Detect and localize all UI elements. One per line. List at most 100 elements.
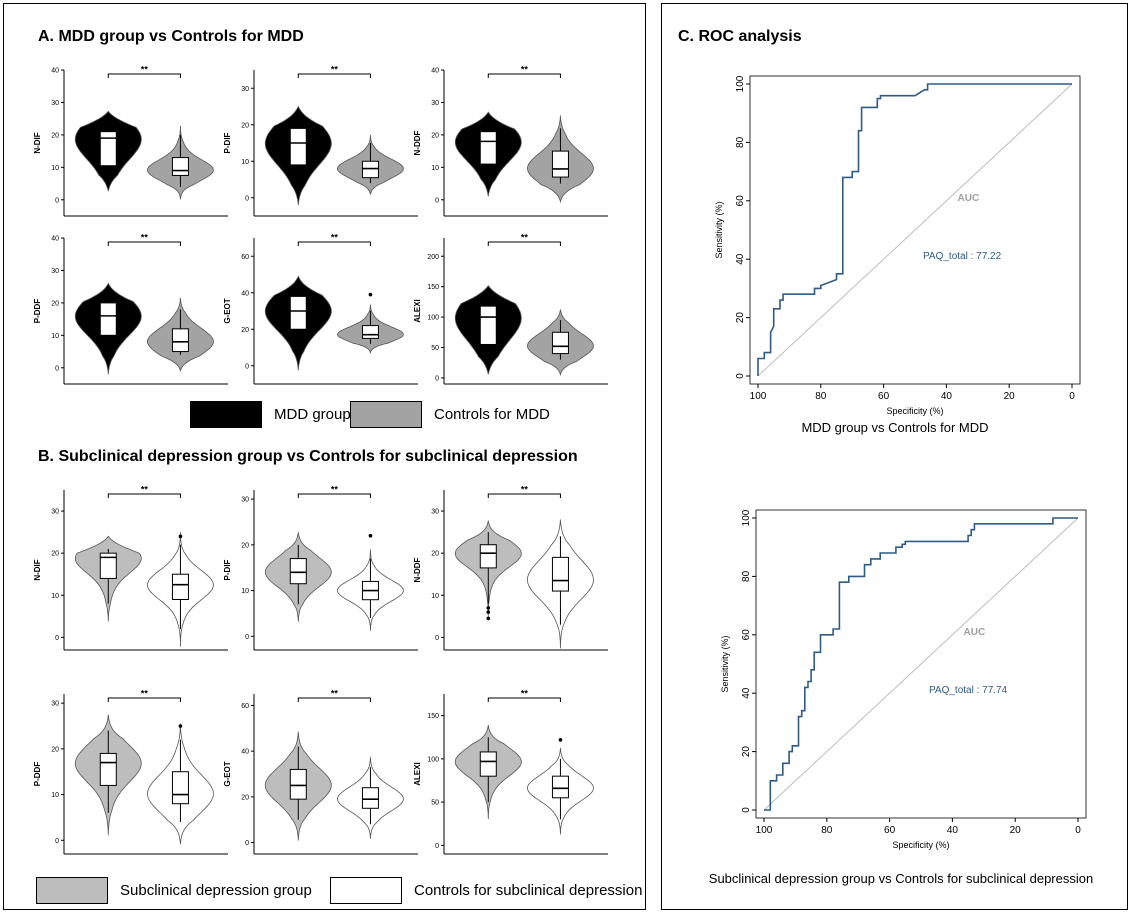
y-axis-label: P-DIF xyxy=(223,559,232,580)
y-axis-label: G-EOT xyxy=(223,761,232,786)
y-tick-label: 40 xyxy=(241,749,249,756)
y-tick-label: 150 xyxy=(427,284,439,291)
roc-caption-mdd: MDD group vs Controls for MDD xyxy=(801,420,989,435)
legend-item-mdd: MDD group xyxy=(190,401,351,428)
significance-label: ** xyxy=(141,690,149,699)
y-tick-label: 0 xyxy=(55,365,59,372)
y-axis-label: N-DIF xyxy=(33,132,42,153)
significance-bracket xyxy=(297,697,371,702)
x-tick-label: 20 xyxy=(1004,391,1016,402)
y-tick-label: 20 xyxy=(431,551,439,558)
violin-plot-a-pdif: 0 10 20 30 P-DIF ** xyxy=(223,66,418,217)
legend-item-controls-mdd: Controls for MDD xyxy=(350,401,550,428)
panel-a-title: A. MDD group vs Controls for MDD xyxy=(38,28,304,45)
y-tick-label: 60 xyxy=(735,195,746,207)
violin-plot-a-ndif: 0 10 20 30 40 N-DIF ** xyxy=(33,66,228,217)
box-iqr xyxy=(171,771,189,805)
significance-label: ** xyxy=(331,486,339,495)
x-tick-label: 60 xyxy=(878,391,890,402)
plot-frame xyxy=(749,75,1081,385)
y-axis-label: G-EOT xyxy=(223,298,232,323)
auc-value: PAQ_total : 77.22 xyxy=(923,251,1002,262)
y-tick-label: 20 xyxy=(241,122,249,129)
box-iqr xyxy=(99,552,117,579)
violin-plot-b-alexi: 0 50 100 150 ALEXI ** xyxy=(413,690,608,855)
x-tick-label: 20 xyxy=(1010,825,1022,836)
y-tick-label: 20 xyxy=(51,132,59,139)
outlier-point xyxy=(558,738,563,742)
significance-bracket xyxy=(487,241,561,246)
significance-label: ** xyxy=(331,66,339,75)
x-axis-label: Specificity (%) xyxy=(892,840,949,850)
roc-curve xyxy=(757,83,1072,376)
violin-plot-a-alexi: 0 50 100 150 200 ALEXI ** xyxy=(413,234,608,385)
significance-bracket xyxy=(487,493,561,498)
significance-bracket xyxy=(297,241,371,246)
y-tick-label: 0 xyxy=(245,195,249,202)
y-axis-label: ALEXI xyxy=(413,762,422,786)
y-tick-label: 40 xyxy=(741,687,752,699)
significance-bracket xyxy=(487,73,561,78)
x-tick-label: 60 xyxy=(884,825,896,836)
y-tick-label: 10 xyxy=(241,588,249,595)
x-tick-label: 100 xyxy=(750,391,767,402)
outlier-point xyxy=(368,533,373,538)
box-iqr xyxy=(361,325,379,339)
legend-label-controls-subclinical: Controls for subclinical depression xyxy=(414,882,643,899)
y-tick-label: 10 xyxy=(431,165,439,172)
box-iqr xyxy=(479,751,497,777)
y-tick-label: 100 xyxy=(427,315,439,322)
violin-plot-a-nddf: 0 10 20 30 40 N-DDF ** xyxy=(413,66,608,217)
significance-bracket xyxy=(107,493,181,498)
violin-plot-a-pddf: 0 10 20 30 40 P-DDF ** xyxy=(33,234,228,385)
violin-plot-b-pddf: 0 10 20 30 P-DDF ** xyxy=(33,690,228,855)
y-tick-label: 0 xyxy=(245,363,249,370)
significance-label: ** xyxy=(141,234,149,243)
y-tick-label: 200 xyxy=(427,254,439,261)
y-tick-label: 30 xyxy=(241,497,249,504)
violin-plot-b-ndif: 0 10 20 30 N-DIF ** xyxy=(33,486,228,651)
y-tick-label: 0 xyxy=(435,375,439,382)
y-tick-label: 100 xyxy=(735,75,746,92)
y-tick-label: 60 xyxy=(241,254,249,261)
legend-label-subclinical: Subclinical depression group xyxy=(120,882,312,899)
significance-label: ** xyxy=(521,66,529,75)
y-axis-label: Sensitivity (%) xyxy=(720,635,730,692)
y-tick-label: 0 xyxy=(435,197,439,204)
y-axis-label: ALEXI xyxy=(413,299,422,323)
roc-caption-subclinical: Subclinical depression group vs Controls… xyxy=(708,871,1094,886)
y-tick-label: 0 xyxy=(435,843,439,850)
box-iqr xyxy=(99,131,117,167)
y-tick-label: 50 xyxy=(431,345,439,352)
box-iqr xyxy=(289,295,307,330)
auc-value: PAQ_total : 77.74 xyxy=(929,685,1008,696)
box-iqr xyxy=(551,150,569,178)
box-iqr xyxy=(99,302,117,336)
box-iqr xyxy=(361,160,379,179)
diagonal-reference-line xyxy=(757,83,1073,377)
y-tick-label: 0 xyxy=(245,840,249,847)
y-axis-label: Sensitivity (%) xyxy=(714,201,724,258)
outlier-point xyxy=(486,610,491,614)
legend-swatch-subclinical xyxy=(36,877,108,904)
y-tick-label: 40 xyxy=(51,68,59,75)
y-tick-label: 60 xyxy=(741,629,752,641)
box-iqr xyxy=(479,305,497,345)
y-tick-label: 60 xyxy=(241,703,249,710)
y-tick-label: 20 xyxy=(431,132,439,139)
legend-item-subclinical: Subclinical depression group xyxy=(36,877,312,904)
y-tick-label: 30 xyxy=(51,701,59,708)
legend-swatch-controls-mdd xyxy=(350,401,422,428)
y-tick-label: 10 xyxy=(431,593,439,600)
significance-bracket xyxy=(107,73,181,78)
significance-bracket xyxy=(297,73,371,78)
diagonal-reference-line xyxy=(763,517,1079,811)
box-iqr xyxy=(289,558,307,585)
box-iqr xyxy=(479,131,497,165)
violin-plot-a-geot: 0 20 40 60 G-EOT ** xyxy=(223,234,418,385)
box-iqr xyxy=(479,544,497,569)
legend-label-mdd: MDD group xyxy=(274,406,351,423)
y-tick-label: 30 xyxy=(51,268,59,275)
y-tick-label: 0 xyxy=(735,373,746,379)
box-iqr xyxy=(361,787,379,809)
